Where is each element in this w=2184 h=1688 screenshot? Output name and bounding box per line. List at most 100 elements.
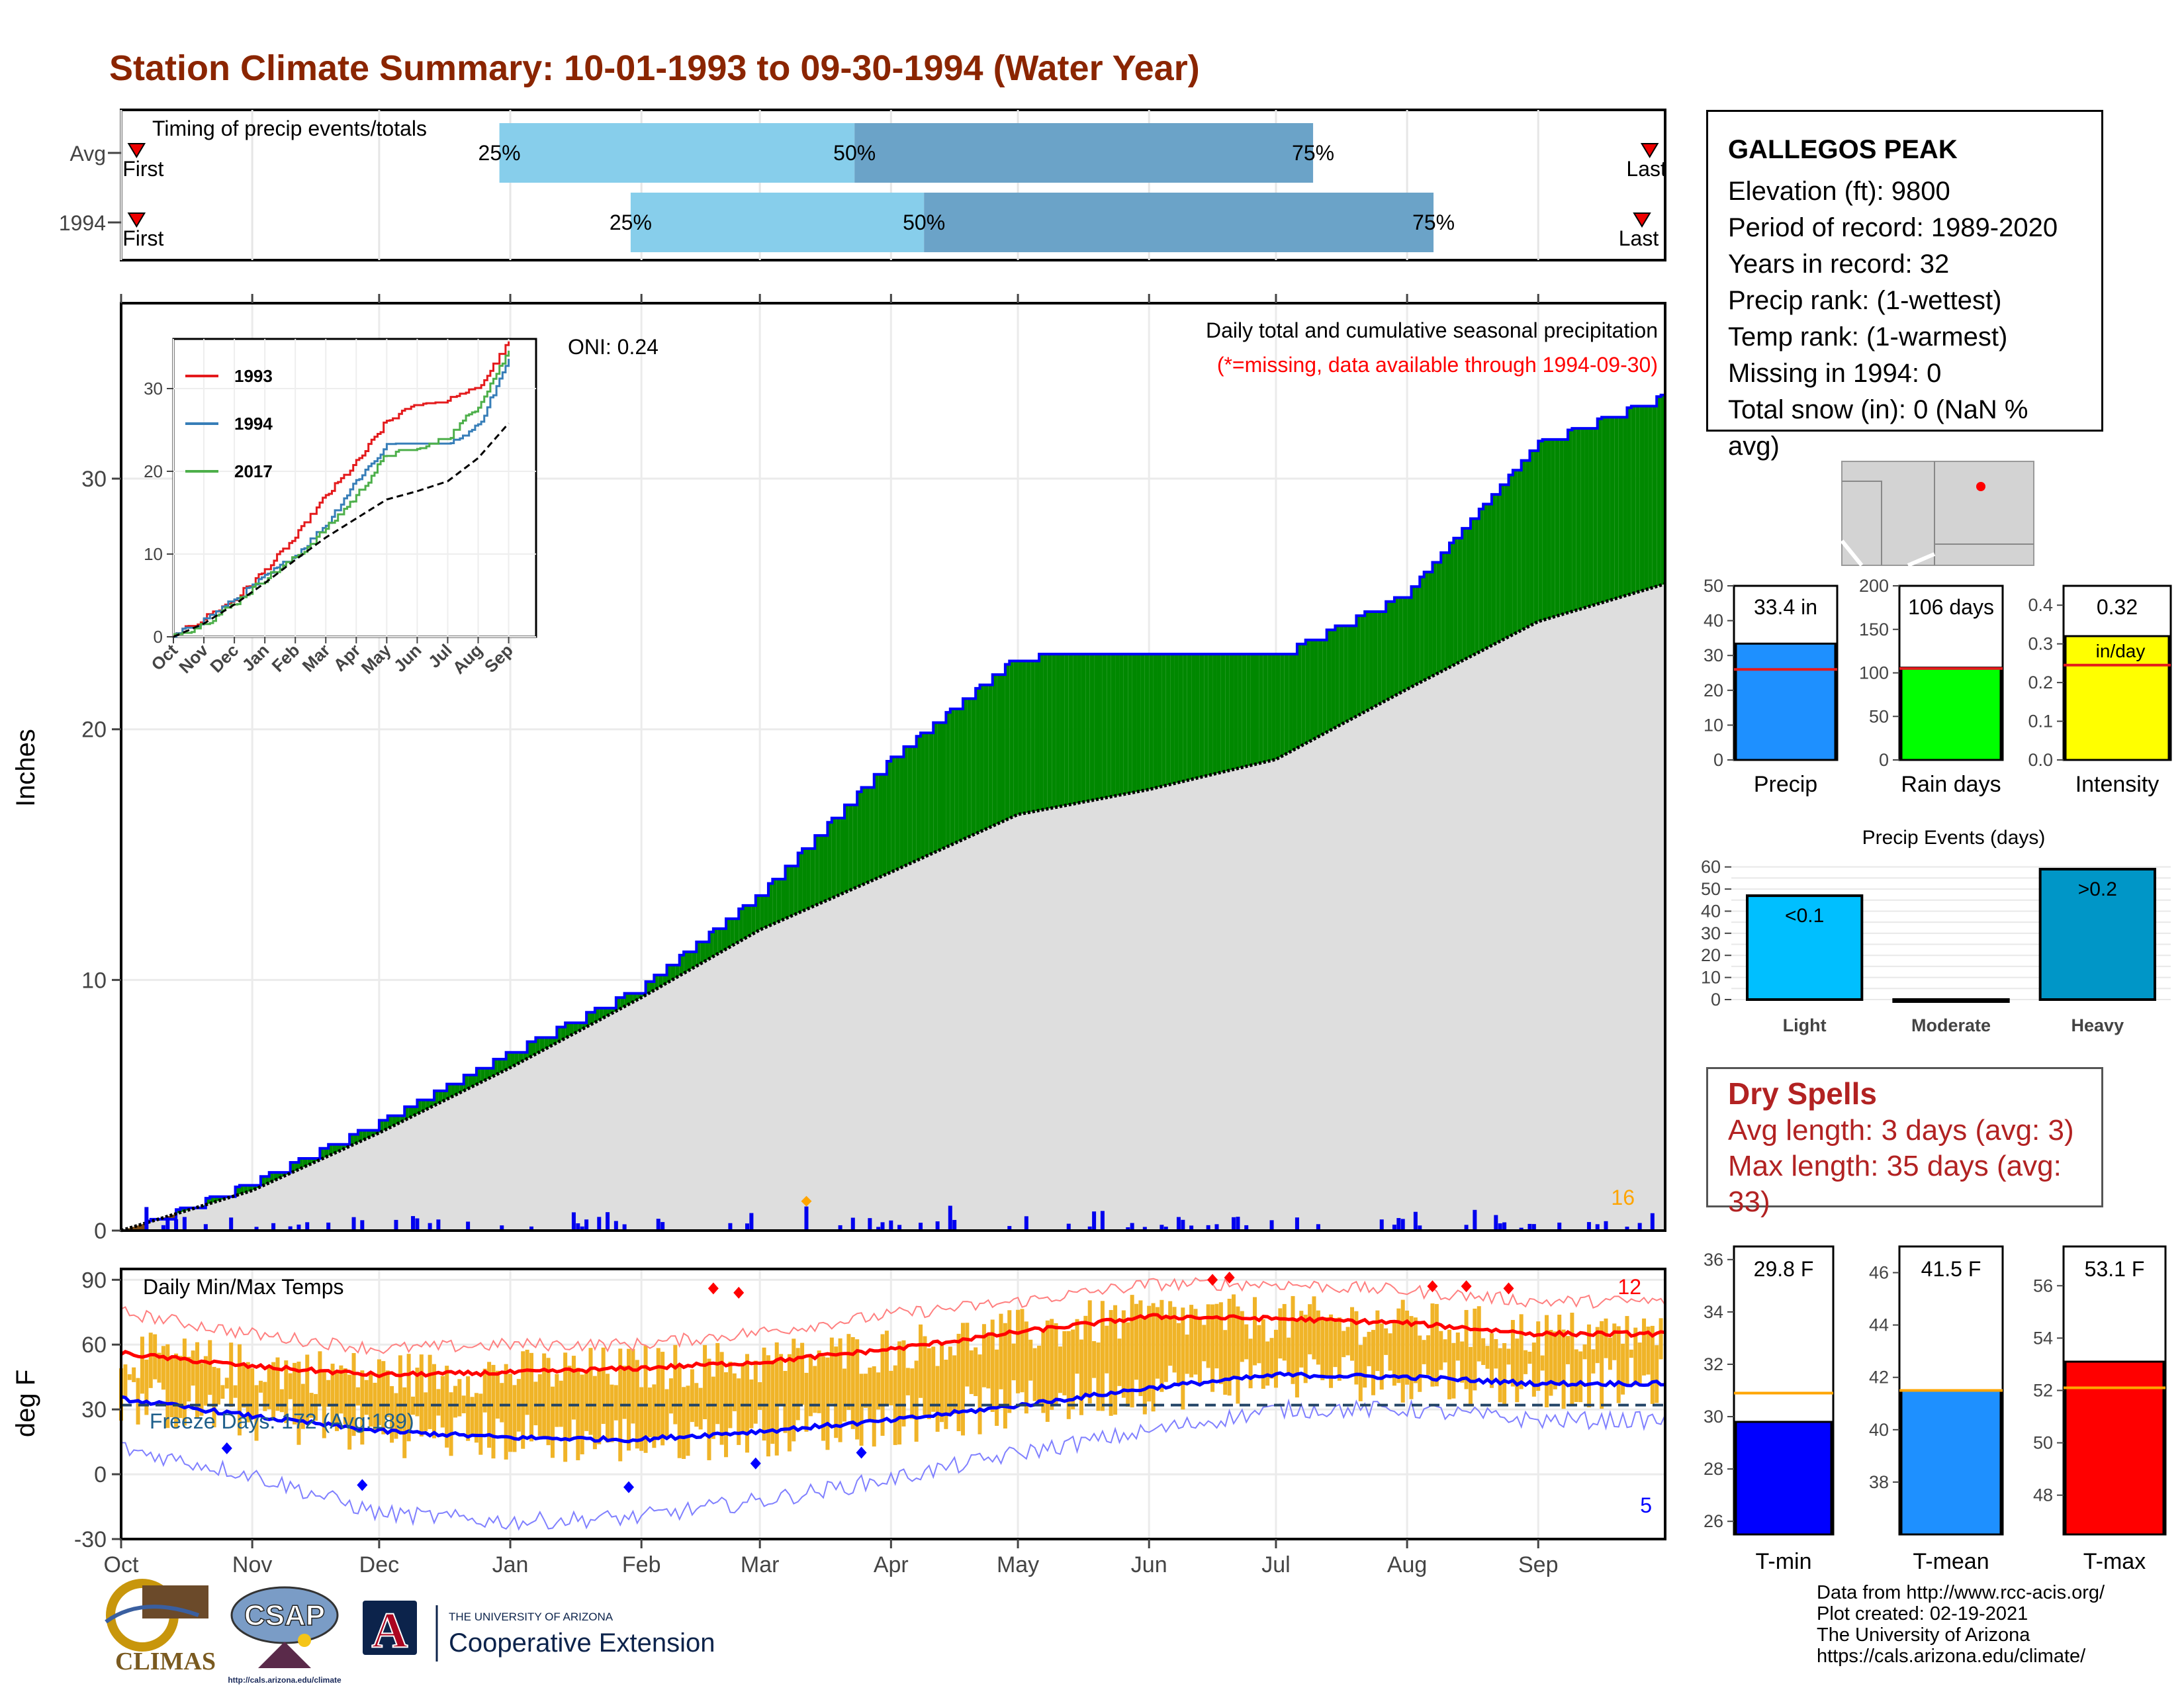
events-tick-label: 10 (1701, 968, 1721, 988)
daily-temp-bar (1218, 1302, 1223, 1384)
surplus-area (1504, 485, 1509, 639)
daily-temp-bar (1130, 1295, 1134, 1408)
daily-temp-bar (411, 1396, 416, 1415)
record-min-line (120, 1398, 1666, 1531)
csap-sun-icon (298, 1634, 311, 1647)
daily-precip-bar (428, 1223, 432, 1231)
daily-precip-bar (1160, 1225, 1164, 1231)
surplus-area (1432, 562, 1437, 677)
surplus-area (1157, 654, 1162, 788)
surplus-area (747, 905, 752, 937)
daily-temp-bar (1524, 1350, 1528, 1374)
record-high-marker (733, 1286, 745, 1299)
daily-temp-bar (1621, 1343, 1625, 1395)
surplus-area (1140, 654, 1145, 792)
credit-line: The University of Arizona (1817, 1624, 2030, 1646)
surplus-area (819, 835, 824, 904)
summary-tick-label: 30 (1704, 645, 1723, 665)
surplus-area (1470, 518, 1475, 657)
y-tick-label: 20 (81, 718, 107, 743)
summary-unit-label: in/day (2096, 641, 2146, 661)
daily-temp-bar (703, 1344, 707, 1419)
daily-temp-bar (330, 1364, 335, 1425)
daily-temp-bar (1642, 1318, 1647, 1376)
pct-50-label: 50% (903, 211, 945, 234)
daily-temp-bar (919, 1324, 923, 1398)
surplus-area (1500, 485, 1505, 641)
daily-precip-bar (1316, 1224, 1320, 1231)
first-label: First (122, 226, 163, 250)
temp-summary-tick-label: 54 (2033, 1328, 2053, 1348)
daily-temp-bar (1016, 1309, 1021, 1393)
daily-temp-bar (1519, 1314, 1524, 1389)
surplus-area (1094, 654, 1099, 800)
daily-temp-bar (855, 1339, 860, 1440)
daily-temp-bar (1451, 1342, 1456, 1399)
daily-temp-bar (1109, 1310, 1113, 1416)
surplus-area (1144, 654, 1150, 790)
daily-temp-bar (1565, 1336, 1570, 1364)
daily-temp-bar (592, 1376, 597, 1450)
daily-temp-bar (369, 1372, 373, 1427)
surplus-area (1208, 654, 1213, 776)
credit-line: Data from http://www.rcc-acis.org/ (1817, 1582, 2105, 1603)
events-tick-label: 0 (1711, 990, 1721, 1009)
surplus-area (1234, 654, 1238, 770)
daily-precip-bar (597, 1217, 602, 1231)
month-tick-label: Jan (492, 1552, 529, 1577)
daily-temp-bar (1193, 1309, 1198, 1375)
daily-precip-bar (656, 1219, 660, 1231)
inset-frame (172, 338, 537, 638)
daily-temp-bar (901, 1340, 906, 1427)
daily-temp-bar (415, 1368, 420, 1417)
climas-logo-text: CLIMAS (115, 1648, 216, 1675)
daily-temp-bar (1020, 1309, 1024, 1393)
record-low-marker (221, 1442, 232, 1454)
temp-summary-value-label: 53.1 F (2085, 1257, 2145, 1281)
credits: Data from http://www.rcc-acis.org/ Plot … (1817, 1582, 2105, 1667)
daily-temp-bar (1498, 1348, 1502, 1403)
daily-temp-bar (660, 1352, 665, 1446)
surplus-area (1512, 470, 1518, 635)
daily-temp-bar (567, 1366, 572, 1441)
summary-tick-label: 50 (1869, 706, 1889, 726)
daily-precip-bar (948, 1205, 952, 1231)
daily-precip-bar (576, 1223, 580, 1231)
inset-y-tick-label: 30 (144, 379, 163, 399)
record-low-marker (750, 1457, 761, 1470)
surplus-area (1614, 417, 1619, 599)
surplus-area (1128, 654, 1132, 794)
surplus-area (1178, 654, 1183, 782)
daily-precip-bar (745, 1223, 749, 1231)
surplus-area (1077, 654, 1081, 804)
credit-line: Plot created: 02-19-2021 (1817, 1603, 2028, 1624)
daily-temp-bar (148, 1333, 153, 1388)
daily-temp-bar (449, 1392, 453, 1456)
daily-temp-bar (1430, 1303, 1435, 1387)
daily-temp-bar (1121, 1310, 1126, 1398)
surplus-area (1280, 654, 1285, 757)
daily-temp-bar (220, 1385, 225, 1399)
daily-temp-bar (1363, 1336, 1367, 1388)
daily-temp-bar (360, 1370, 365, 1445)
station-period: Period of record: 1989-2020 (1728, 213, 2058, 242)
daily-temp-bar (711, 1376, 715, 1439)
daily-temp-bar (940, 1344, 944, 1423)
temp-summary-tick-label: 28 (1704, 1459, 1723, 1479)
surplus-area (1491, 494, 1496, 646)
daily-temp-bar (1608, 1337, 1612, 1370)
station-elevation: Elevation (ft): 9800 (1728, 177, 1950, 206)
timing-bar-q2 (854, 123, 1314, 183)
surplus-area (1580, 428, 1585, 609)
daily-temp-bar (927, 1348, 931, 1419)
summary-bar-label: Rain days (1901, 772, 2001, 797)
daily-temp-bar (707, 1358, 711, 1460)
daily-precip-bar (880, 1222, 885, 1231)
surplus-area (442, 1090, 447, 1102)
daily-temp-bar (1455, 1332, 1460, 1361)
month-tick-label: Mar (741, 1552, 780, 1577)
surplus-area (1606, 417, 1610, 602)
daily-temp-bar (1007, 1310, 1012, 1413)
daily-temp-bar (347, 1374, 352, 1450)
temp-summary-tick-label: 40 (1869, 1420, 1889, 1440)
